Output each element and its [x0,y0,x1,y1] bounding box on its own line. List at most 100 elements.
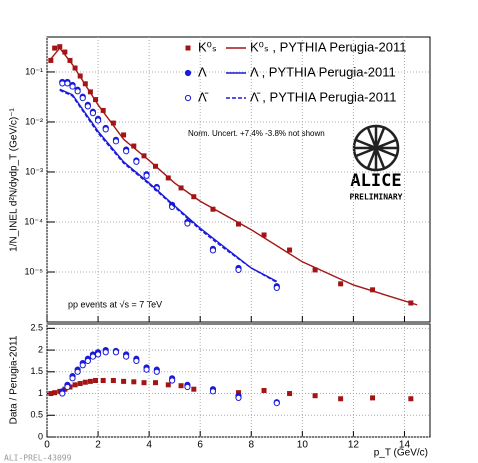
bottom-frame [46,323,431,438]
marker [123,148,130,155]
y-tick-label: 10⁻¹ [25,66,43,76]
y-tick-label: 10⁻⁵ [25,266,44,276]
marker [112,138,120,145]
marker [121,132,127,138]
marker [273,400,280,407]
marker [236,221,241,227]
marker [110,378,116,383]
marker [94,117,102,124]
y-tick-label: 10⁻⁴ [24,216,43,226]
marker [82,379,88,385]
y-tick-label: 1.5 [30,366,43,376]
marker [62,386,68,392]
x-axis-label: p_T (GeV/c) [374,448,428,459]
y-axis-label: 1/N_INEL d²N/dydp_T (GeV/c)⁻¹ [9,108,20,252]
y-tick-label: 2 [38,344,43,354]
marker [59,390,66,397]
marker [312,267,318,273]
x-tick-label: 8 [248,440,254,451]
marker [184,220,191,227]
marker [74,88,81,95]
marker [89,353,97,360]
legend-label: Λ̄ , PYTHIA Perugia-2011 [250,89,396,104]
legend-marker [184,69,192,77]
marker [143,366,150,373]
marker [87,378,93,384]
marker [235,394,242,401]
marker [100,107,106,113]
marker [57,44,63,50]
legend-marker [185,45,191,51]
alice-logo [352,124,400,172]
marker [121,378,127,384]
marker [287,247,293,253]
marker [89,110,97,117]
x-tick-label: 6 [197,440,203,451]
marker [338,396,344,402]
marker [48,57,54,63]
marker [287,391,293,397]
y-tick-label: 1 [38,388,43,398]
legend-label: Λ [198,64,207,79]
marker [69,375,76,382]
alice-label: ALICE [350,171,401,191]
legend-marker [184,94,192,102]
legend-label: Λ̄ [198,89,209,104]
marker [408,396,414,402]
model-line [59,88,278,282]
x-tick-label: 4 [146,440,152,451]
marker [169,377,176,384]
marker [77,381,83,387]
marker [209,388,217,395]
marker [59,80,66,87]
model-line [59,89,278,283]
marker [79,362,86,369]
marker [261,387,267,393]
marker [48,391,54,397]
y-tick-label: 10⁻² [25,116,43,126]
marker [141,380,147,386]
top-frame [46,36,431,323]
marker [273,284,280,292]
norm-note: Norm. Uncert. +7.4% -3.8% not shown [188,129,325,138]
marker [74,368,81,375]
x-tick-label: 10 [297,440,309,451]
marker [178,383,184,389]
marker [143,172,150,179]
marker [338,281,344,287]
marker [72,382,78,388]
marker [191,386,197,392]
marker [79,95,86,102]
marker [64,80,71,87]
marker [312,393,318,399]
marker [165,382,171,388]
y-tick-label: 2.5 [30,323,43,333]
marker [112,349,120,356]
marker [102,126,109,133]
legend-label: K⁰ₛ [198,39,217,54]
x-tick-label: 12 [348,440,360,451]
marker [131,143,137,149]
preliminary-label: PRELIMINARY [350,193,403,202]
y-tick-label: 0.5 [30,410,43,420]
marker [69,83,76,90]
watermark: ALI-PREL-43099 [4,454,72,463]
marker [100,378,106,383]
marker [94,351,102,358]
marker [210,206,216,212]
marker [133,158,140,165]
marker [123,353,130,360]
x-tick-label: 2 [95,440,101,451]
marker [93,378,99,383]
energy-note: pp events at √s = 7 TeV [68,299,162,309]
marker [84,357,91,365]
y-tick-label: 10⁻³ [25,166,43,176]
legend-label: K⁰ₛ , PYTHIA Perugia-2011 [250,39,407,54]
marker [153,380,159,386]
marker [184,383,191,391]
marker [261,232,267,238]
ratio-axis-label: Data / Perugia-2011 [9,335,20,424]
marker [64,383,71,391]
marker [235,266,242,274]
